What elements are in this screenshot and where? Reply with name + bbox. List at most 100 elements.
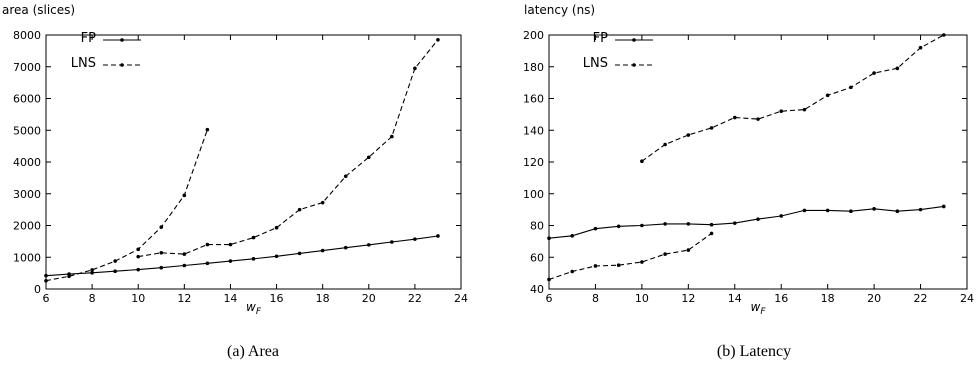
area-series-fp-point	[390, 240, 394, 244]
latency-series-lns-point	[872, 71, 876, 75]
area-x-tick-label: 10	[131, 292, 145, 305]
latency-series-lns-point	[732, 115, 737, 120]
area-y-tick-label: 6000	[13, 93, 41, 106]
area-series-fp-point	[436, 234, 440, 238]
latency-y-tick-label: 60	[530, 251, 544, 264]
latency-series-fp-point	[686, 222, 691, 226]
area-y-tick-label: 7000	[13, 61, 41, 74]
latency-series-fp-point	[849, 209, 853, 214]
area-y-tick-label: 8000	[13, 29, 41, 42]
latency-series-fp-point	[941, 204, 946, 209]
latency-series-fp-point	[872, 207, 876, 211]
area-y-tick-label: 0	[34, 283, 41, 296]
area-series-lns-point	[182, 193, 187, 198]
latency-series-lns-line	[641, 34, 945, 162]
latency-series-lns-point	[802, 107, 807, 112]
latency-series-lns-point	[895, 66, 900, 71]
area-series-fp-point	[205, 261, 210, 266]
area-series-fp-point	[343, 245, 348, 250]
latency-series-fp-point	[616, 224, 621, 229]
latency-series-lns-point	[570, 269, 575, 274]
latency-y-tick-label: 100	[523, 188, 544, 201]
area-series-lns-point	[159, 251, 164, 255]
area-x-tick-label: 16	[270, 292, 284, 305]
latency-series-fp-point	[593, 226, 598, 231]
latency-series-lns-point	[686, 248, 691, 252]
latency-series-fp-point	[825, 208, 830, 213]
latency-series-fp-point	[802, 208, 807, 213]
area-series-lns-point	[343, 174, 348, 179]
latency-plot-frame	[548, 34, 968, 290]
area-series-fp-point	[251, 257, 256, 261]
area-y-tick-label: 5000	[13, 124, 41, 137]
area-y-axis-title: area (slices)	[2, 3, 75, 17]
area-series-lns-point	[413, 66, 417, 71]
area-series-lns-point	[90, 268, 94, 272]
area-series-lns-point	[182, 252, 187, 256]
area-x-tick-label: 8	[89, 292, 96, 305]
area-series-lns-point	[205, 127, 210, 132]
area-series-fp-point	[413, 237, 417, 241]
area-x-tick-label: 12	[177, 292, 191, 305]
latency-legend: FP LNS	[583, 31, 653, 71]
latency-series-lns-point	[640, 159, 644, 164]
latency-x-tick-label: 14	[728, 292, 742, 305]
area-series-fp-point	[90, 271, 94, 275]
latency-series	[547, 33, 946, 282]
latency-x-tick-label: 24	[960, 292, 974, 305]
area-series-fp-point	[113, 269, 117, 274]
area-series-lns-point	[113, 259, 117, 263]
latency-legend-label-lns: LNS	[583, 56, 608, 71]
latency-series-lns-point	[616, 263, 621, 267]
area-x-tick-label: 6	[43, 292, 50, 305]
latency-series-lns-point	[779, 109, 784, 113]
latency-y-tick-label: 140	[523, 124, 544, 137]
latency-series-fp-point	[756, 217, 760, 221]
latency-x-axis-title: wF	[750, 300, 766, 317]
area-caption: (a) Area	[227, 343, 279, 360]
latency-y-tick-label: 40	[530, 283, 544, 296]
area-plot-frame	[45, 34, 462, 290]
area-series-lns-point	[228, 242, 233, 247]
area-x-axis-title: wF	[246, 300, 262, 317]
area-series-fp-point	[136, 267, 141, 272]
area-x-tick-label: 24	[454, 292, 468, 305]
latency-series-fp-point	[640, 223, 644, 228]
latency-y-tick-label: 160	[523, 93, 544, 106]
area-x-tick-label: 20	[362, 292, 376, 305]
area-legend: FP LNS	[71, 31, 141, 71]
latency-y-tick-label: 180	[523, 61, 544, 74]
latency-series-fp-line	[548, 205, 944, 239]
area-series-fp-point	[274, 254, 279, 259]
latency-series-lns-point	[709, 231, 714, 236]
area-series-fp-point	[182, 263, 187, 268]
latency-series-lns-point	[593, 264, 598, 268]
area-legend-label-lns: LNS	[71, 56, 96, 71]
latency-y-axis-title: latency (ns)	[524, 3, 595, 17]
area-legend-marker-lns	[120, 63, 124, 67]
latency-series-lns-point	[709, 126, 714, 130]
area-series-fp-point	[228, 259, 233, 263]
area-x-tick-label: 22	[408, 292, 422, 305]
area-x-tick-label: 14	[223, 292, 237, 305]
area-y-tick-label: 3000	[13, 188, 41, 201]
area-series-lns-point	[159, 225, 164, 229]
area-series-lns-point	[205, 242, 210, 247]
latency-chart-panel: latency (ns) 6 8 10 12 14 16 18 20 22 24 40 60 80 100…	[523, 3, 974, 360]
area-series-lns-point	[436, 37, 440, 42]
latency-legend-marker-fp	[632, 38, 636, 42]
latency-x-tick-label: 10	[635, 292, 649, 305]
area-series-fp-point	[320, 248, 325, 253]
area-series-fp-line	[45, 235, 438, 277]
area-series-lns-point	[366, 155, 371, 160]
area-legend-marker-fp	[120, 38, 124, 42]
latency-x-tick-label: 18	[821, 292, 835, 305]
area-series-lns-point	[297, 207, 302, 212]
area-y-tick-label: 4000	[13, 156, 41, 169]
area-y-tick-label: 1000	[13, 251, 41, 264]
latency-x-tick-label: 6	[546, 292, 553, 305]
area-ticks: 6 8 10 12 14 16 18 20 22 24 0 1000 2000 3000 4000 5000 6…	[13, 29, 468, 305]
area-series-lns-point	[136, 254, 141, 259]
latency-series-fp-point	[570, 234, 575, 238]
